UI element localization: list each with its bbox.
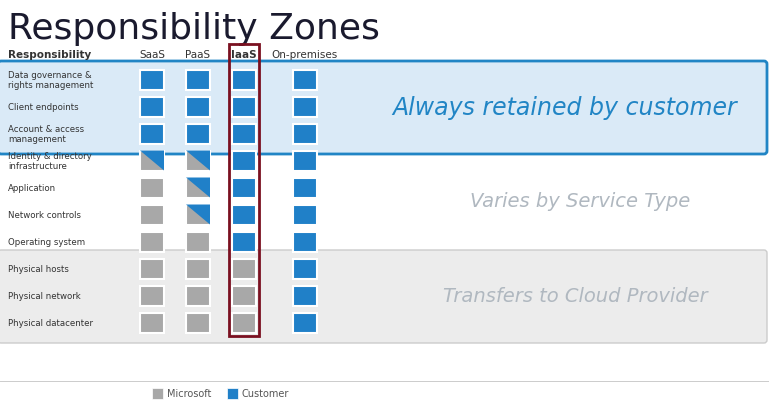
Bar bbox=[232, 259, 256, 279]
Bar bbox=[232, 205, 256, 225]
Bar bbox=[186, 97, 210, 117]
Bar bbox=[229, 45, 259, 336]
Text: IaaS: IaaS bbox=[231, 50, 257, 60]
Polygon shape bbox=[186, 178, 210, 198]
FancyBboxPatch shape bbox=[0, 62, 767, 155]
Bar bbox=[140, 232, 164, 252]
Bar bbox=[152, 388, 163, 398]
Bar bbox=[232, 70, 256, 90]
Bar bbox=[293, 124, 317, 144]
Text: Responsibility: Responsibility bbox=[8, 50, 92, 60]
Bar bbox=[293, 205, 317, 225]
Bar bbox=[293, 232, 317, 252]
Bar bbox=[293, 97, 317, 117]
Bar bbox=[186, 286, 210, 306]
Bar bbox=[293, 259, 317, 279]
Bar bbox=[186, 124, 210, 144]
Bar bbox=[293, 70, 317, 90]
Text: PaaS: PaaS bbox=[185, 50, 211, 60]
Bar bbox=[186, 70, 210, 90]
Bar bbox=[232, 232, 256, 252]
Bar bbox=[140, 151, 164, 171]
Bar bbox=[232, 97, 256, 117]
Bar bbox=[232, 178, 256, 198]
Bar bbox=[140, 205, 164, 225]
Text: Identity & directory
infrastructure: Identity & directory infrastructure bbox=[8, 151, 92, 171]
Text: On-premises: On-premises bbox=[272, 50, 338, 60]
Text: Physical hosts: Physical hosts bbox=[8, 264, 69, 273]
Bar bbox=[186, 205, 210, 225]
Text: Network controls: Network controls bbox=[8, 211, 81, 220]
Bar bbox=[293, 313, 317, 333]
Text: SaaS: SaaS bbox=[139, 50, 165, 60]
Bar bbox=[293, 178, 317, 198]
Bar bbox=[140, 124, 164, 144]
Text: Always retained by customer: Always retained by customer bbox=[393, 95, 737, 119]
Text: Physical network: Physical network bbox=[8, 291, 81, 300]
Bar bbox=[293, 286, 317, 306]
Bar bbox=[186, 232, 210, 252]
Text: Microsoft: Microsoft bbox=[167, 388, 211, 398]
Polygon shape bbox=[186, 151, 210, 171]
Text: Responsibility Zones: Responsibility Zones bbox=[8, 12, 380, 46]
Text: Operating system: Operating system bbox=[8, 237, 85, 246]
Text: Application: Application bbox=[8, 184, 56, 193]
Bar bbox=[140, 313, 164, 333]
Bar bbox=[232, 151, 256, 171]
Bar bbox=[232, 313, 256, 333]
Bar bbox=[140, 286, 164, 306]
Bar bbox=[140, 70, 164, 90]
Bar bbox=[186, 151, 210, 171]
Text: Physical datacenter: Physical datacenter bbox=[8, 318, 93, 327]
Text: Customer: Customer bbox=[242, 388, 289, 398]
Text: Data governance &
rights management: Data governance & rights management bbox=[8, 70, 93, 90]
Bar bbox=[186, 313, 210, 333]
Bar bbox=[140, 97, 164, 117]
Bar bbox=[140, 178, 164, 198]
Bar bbox=[186, 178, 210, 198]
Text: Client endpoints: Client endpoints bbox=[8, 103, 78, 112]
Text: Transfers to Cloud Provider: Transfers to Cloud Provider bbox=[443, 286, 707, 305]
Bar bbox=[140, 259, 164, 279]
FancyBboxPatch shape bbox=[0, 250, 767, 343]
Bar bbox=[227, 388, 238, 398]
Polygon shape bbox=[140, 151, 164, 171]
Bar bbox=[232, 286, 256, 306]
Bar bbox=[186, 259, 210, 279]
Bar bbox=[232, 124, 256, 144]
Bar bbox=[293, 151, 317, 171]
Text: Account & access
management: Account & access management bbox=[8, 124, 84, 144]
Text: Varies by Service Type: Varies by Service Type bbox=[470, 192, 690, 211]
Polygon shape bbox=[186, 205, 210, 225]
